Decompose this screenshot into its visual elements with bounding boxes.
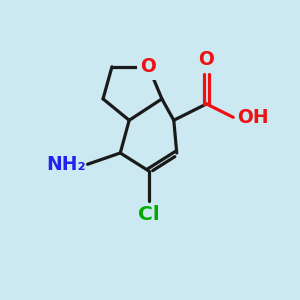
Text: Cl: Cl: [138, 205, 159, 224]
Text: NH₂: NH₂: [46, 155, 86, 174]
Text: O: O: [199, 50, 214, 69]
Text: O: O: [141, 57, 157, 76]
Text: OH: OH: [237, 108, 268, 127]
